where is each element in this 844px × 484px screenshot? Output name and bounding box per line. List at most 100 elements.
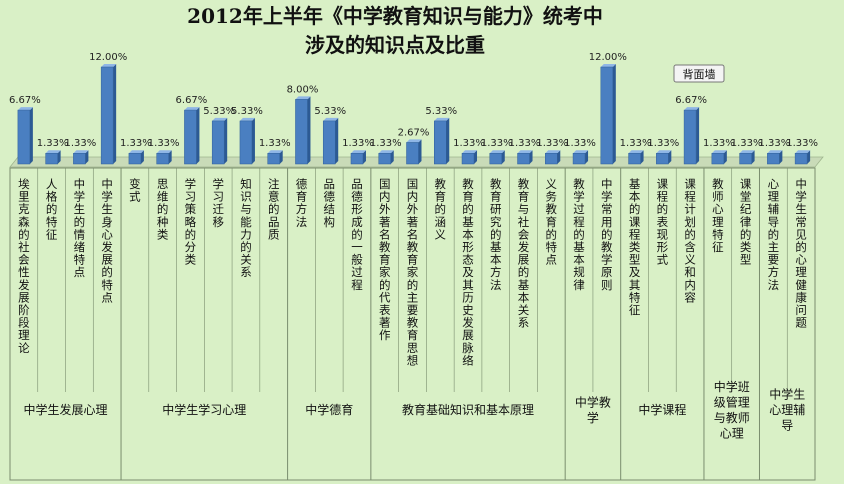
group-label: 中学生心理辅导 <box>769 387 805 433</box>
bars-layer <box>17 64 811 165</box>
category-label: 品德结构 <box>323 177 335 229</box>
bar-top <box>767 150 783 154</box>
category-label: 德育方法 <box>296 177 308 229</box>
callout-back-wall: 背面墙 <box>673 64 725 83</box>
category-label: 品德形成的一般过程 <box>351 177 363 292</box>
bar-top <box>489 150 505 154</box>
bar-front <box>461 152 475 165</box>
bar-top <box>795 150 811 154</box>
category-axis-grid <box>9 167 816 481</box>
bar-top <box>295 96 311 100</box>
value-labels-layer: 6.67%1.33%1.33%12.00%1.33%1.33%6.67%5.33… <box>9 52 818 149</box>
group-label: 中学生学习心理 <box>162 402 246 417</box>
bar-front <box>406 142 419 165</box>
bar <box>794 150 811 165</box>
bar-side <box>585 150 589 164</box>
group-label: 中学班级管理与教师心理 <box>714 379 750 441</box>
data-label: 1.33% <box>564 138 596 149</box>
category-label: 中学生的情绪特点 <box>74 177 86 279</box>
bar-side <box>29 107 33 164</box>
bar-top <box>462 150 478 154</box>
group-label: 中学课程 <box>638 402 686 417</box>
data-label: 12.00% <box>589 52 627 63</box>
bar-front <box>794 152 808 165</box>
bar <box>45 150 61 165</box>
data-label: 5.33% <box>425 106 457 117</box>
bar <box>434 117 450 165</box>
bar-side <box>640 150 644 164</box>
bar-side <box>529 150 533 164</box>
bar <box>156 150 172 165</box>
bar <box>378 150 394 165</box>
category-label: 变式 <box>129 177 141 204</box>
data-label: 1.33% <box>536 138 568 149</box>
category-label: 课程的表现形式 <box>657 177 669 267</box>
category-label: 中学常用的教学原则 <box>601 177 613 292</box>
data-label: 6.67% <box>675 95 707 106</box>
bar <box>295 96 311 165</box>
data-label: 8.00% <box>287 84 319 95</box>
bar <box>128 150 144 165</box>
data-label: 1.33% <box>65 138 97 149</box>
category-label: 埃里克森的社会性发展阶段理论 <box>18 177 30 355</box>
bar-front <box>128 152 142 165</box>
bar <box>184 107 200 165</box>
data-label: 1.33% <box>120 138 152 149</box>
bar-side <box>446 117 450 164</box>
bar-side <box>668 150 672 164</box>
bar-top <box>711 150 727 154</box>
bar <box>572 150 589 165</box>
bar-front <box>267 152 280 165</box>
data-label: 12.00% <box>89 52 127 63</box>
data-label: 1.33% <box>731 138 763 149</box>
data-label: 1.33% <box>758 138 790 149</box>
category-label: 心理辅导的主要方法 <box>768 177 780 292</box>
bar <box>322 117 339 165</box>
bar-top <box>17 107 33 111</box>
bar-side <box>390 150 394 164</box>
category-label: 注意的品质 <box>268 177 280 241</box>
category-label: 课程计划的含义和内容 <box>684 177 696 304</box>
bar <box>545 150 561 165</box>
data-label: 1.33% <box>620 138 652 149</box>
bar-front <box>628 152 641 165</box>
callout-label: 背面墙 <box>683 67 716 81</box>
bar-side <box>335 117 339 164</box>
category-label: 国内外著名教育家的主要教育思想 <box>407 177 419 367</box>
bar-front <box>184 109 197 165</box>
bar-top <box>684 107 700 111</box>
callout-box <box>673 64 725 83</box>
data-label: 1.33% <box>259 138 291 149</box>
group-label: 中学生发展心理 <box>24 402 108 417</box>
category-label: 国内外著名教育家的代表著作 <box>379 177 391 342</box>
bar-side <box>474 150 478 164</box>
data-label: 1.33% <box>703 138 735 149</box>
data-label: 1.33% <box>148 138 180 149</box>
bar-side <box>57 150 61 164</box>
bar-front <box>489 152 503 165</box>
bar <box>711 150 727 165</box>
bar-front <box>322 120 336 165</box>
data-label: 1.33% <box>481 138 513 149</box>
bar-side <box>307 96 311 164</box>
data-label: 1.33% <box>37 138 69 149</box>
bar-top <box>517 150 533 154</box>
bar <box>267 150 283 165</box>
category-label: 人格的特征 <box>46 177 58 241</box>
bar-top <box>73 150 89 154</box>
group-label: 中学教学 <box>575 394 611 425</box>
bar-front <box>350 152 364 165</box>
category-label: 中学生常见的心理健康问题 <box>795 177 807 330</box>
data-label: 1.33% <box>786 138 818 149</box>
bar-side <box>251 117 255 164</box>
category-label: 课堂纪律的类型 <box>740 177 752 267</box>
bar <box>461 150 478 165</box>
bar-front <box>711 152 725 165</box>
data-label: 1.33% <box>370 138 402 149</box>
bar-top <box>573 150 589 154</box>
bar-side <box>557 150 561 164</box>
category-label: 基本的课程类型及其特征 <box>629 177 641 317</box>
category-label: 学习策略的分类 <box>185 177 197 267</box>
bar-front <box>239 120 253 165</box>
